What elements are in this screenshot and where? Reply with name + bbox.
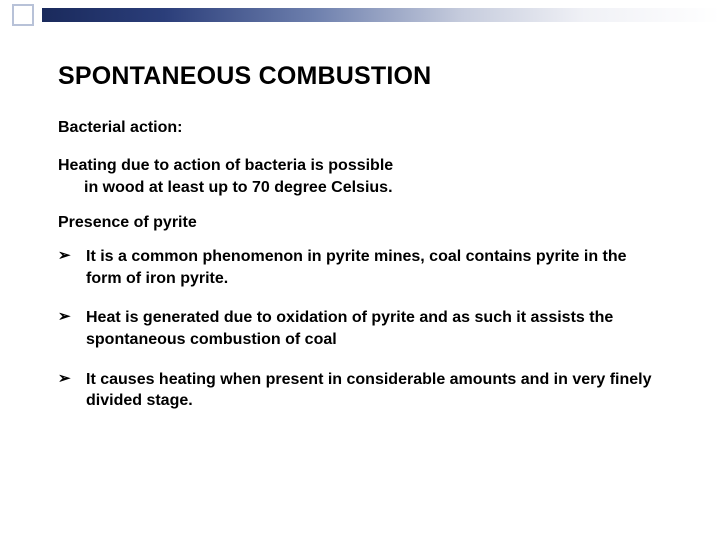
bullet-item: It is a common phenomenon in pyrite mine…	[58, 246, 660, 289]
bacterial-body: Heating due to action of bacteria is pos…	[58, 155, 660, 198]
bullet-text: It causes heating when present in consid…	[86, 371, 651, 410]
slide: SPONTANEOUS COMBUSTION Bacterial action:…	[0, 0, 720, 540]
bacterial-body-line1: Heating due to action of bacteria is pos…	[58, 157, 393, 174]
bullet-list: It is a common phenomenon in pyrite mine…	[58, 246, 660, 412]
section-heading-bacterial: Bacterial action:	[58, 119, 660, 137]
bullet-text: Heat is generated due to oxidation of py…	[86, 309, 613, 348]
bullet-item: Heat is generated due to oxidation of py…	[58, 307, 660, 350]
section-heading-pyrite: Presence of pyrite	[58, 214, 660, 232]
content-area: SPONTANEOUS COMBUSTION Bacterial action:…	[58, 62, 660, 430]
slide-title: SPONTANEOUS COMBUSTION	[58, 62, 660, 91]
decorative-square-icon	[12, 4, 34, 26]
header-decoration	[12, 0, 720, 32]
bacterial-body-line2: in wood at least up to 70 degree Celsius…	[58, 177, 660, 199]
gradient-bar	[42, 8, 720, 22]
bullet-item: It causes heating when present in consid…	[58, 369, 660, 412]
bullet-text: It is a common phenomenon in pyrite mine…	[86, 248, 627, 287]
